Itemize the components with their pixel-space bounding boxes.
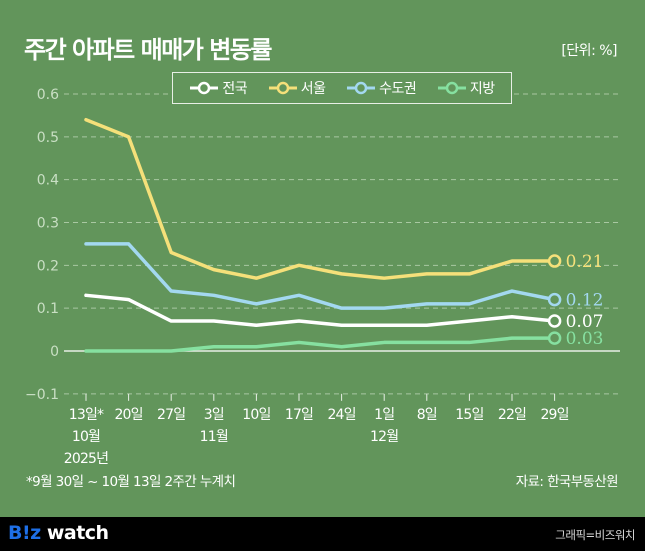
x-tick-label: 24일 xyxy=(327,407,355,423)
legend-item-provinces: 지방 xyxy=(437,78,495,98)
month-label: 10월 xyxy=(72,429,100,445)
unit-label: [단위: %] xyxy=(561,43,617,59)
footer-bar: B!z watch 그래픽=비즈워치 xyxy=(0,517,645,551)
end-point-marker xyxy=(547,331,562,345)
y-tick-label: 0.2 xyxy=(37,258,59,274)
y-tick-label: −0.1 xyxy=(25,387,59,403)
grid-lines xyxy=(64,93,620,395)
bizwatch-logo: B!z watch xyxy=(8,522,109,544)
x-tick-label: 27일 xyxy=(157,407,185,423)
legend-marker-icon xyxy=(268,81,297,95)
series-line-지방 xyxy=(84,336,557,353)
legend-marker-icon xyxy=(190,81,219,95)
legend-label: 지방 xyxy=(469,81,495,97)
x-tick-label: 8일 xyxy=(417,407,437,423)
end-point-marker xyxy=(547,314,562,328)
end-value-label: 0.21 xyxy=(566,252,604,272)
year-label: 2025년 xyxy=(64,451,109,467)
end-value-label: 0.03 xyxy=(566,329,604,349)
logo-mark: B!z xyxy=(8,522,41,544)
month-label: 11월 xyxy=(200,429,228,445)
legend-item-capital-area: 수도권 xyxy=(346,78,417,98)
legend: 전국 서울 수도권 지방 xyxy=(172,72,512,104)
x-tick-label: 29일 xyxy=(540,407,568,423)
month-label: 12월 xyxy=(370,429,398,445)
legend-marker-icon xyxy=(347,81,376,95)
y-tick-label: 0.4 xyxy=(37,173,59,189)
series-line-수도권 xyxy=(84,242,557,310)
series-lines: 0.030.070.12 0.21 xyxy=(84,117,604,353)
y-tick-label: 0 xyxy=(50,344,59,360)
x-tick-label: 13일* xyxy=(69,407,104,423)
x-tick-label: 1일 xyxy=(374,407,394,423)
legend-item-seoul: 서울 xyxy=(268,78,326,98)
legend-item-nationwide: 전국 xyxy=(189,78,248,98)
y-tick-label: 0.5 xyxy=(37,130,59,146)
x-tick-label: 22일 xyxy=(498,407,526,423)
legend-label: 수도권 xyxy=(379,81,417,97)
y-axis-ticks: 0.6 0.5 0.4 0.3 0.2 0.1 0 −0.1 xyxy=(25,87,59,403)
footnote: *9월 30일 ~ 10월 13일 2주간 누계치 xyxy=(26,474,236,490)
end-point-marker xyxy=(547,292,562,307)
series-line-서울 xyxy=(84,117,557,280)
x-axis: 13일* 20일 27일 3일 10일 17일 24일 1일 8일 15일 22일 29일 10월 11월… xyxy=(64,393,570,467)
chart-title: 주간 아파트 매매가 변동률 xyxy=(24,36,272,64)
legend-label: 서울 xyxy=(300,81,326,97)
x-tick-label: 20일 xyxy=(114,407,142,423)
y-tick-label: 0.1 xyxy=(37,301,59,317)
series-line-전국 xyxy=(84,293,557,328)
x-tick-label: 17일 xyxy=(285,407,313,423)
source-label: 자료: 한국부동산원 xyxy=(515,474,619,490)
end-value-label: 0.07 xyxy=(566,312,604,332)
end-point-marker xyxy=(547,254,562,268)
y-tick-label: 0.3 xyxy=(37,216,59,232)
x-tick-label: 10일 xyxy=(242,407,270,423)
y-tick-label: 0.6 xyxy=(37,87,59,103)
line-chart: 0.60.50.40.30.20.10−0.1 13일* 20일 27일 3일 10일 1… xyxy=(25,87,620,467)
x-tick-label: 3일 xyxy=(204,407,224,423)
x-tick-label: 15일 xyxy=(455,407,483,423)
end-value-label: 0.12 xyxy=(566,291,604,311)
legend-marker-icon xyxy=(437,81,466,95)
legend-label: 전국 xyxy=(222,81,248,97)
graphic-credit: 그래픽=비즈워치 xyxy=(555,528,635,542)
logo-text: watch xyxy=(40,522,109,544)
